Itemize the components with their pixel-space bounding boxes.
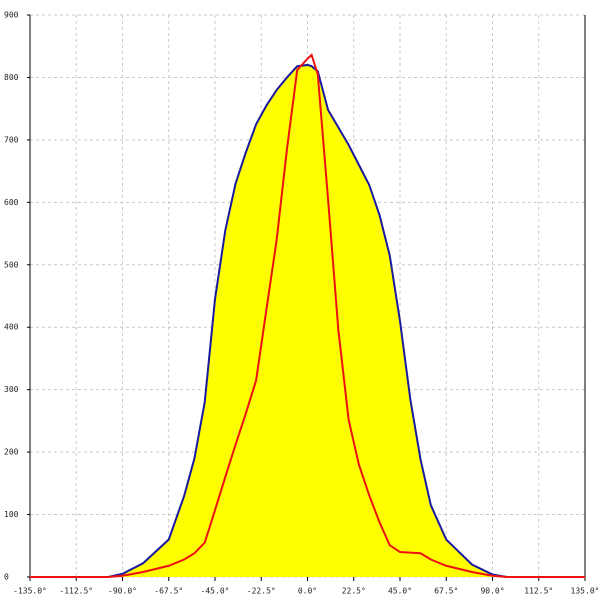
x-tick-label: -45.0°	[201, 587, 230, 596]
x-tick-label: 0.0°	[298, 587, 317, 596]
y-tick-label: 900	[4, 11, 19, 20]
y-tick-label: 700	[4, 135, 19, 144]
x-tick-label: 45.0°	[388, 587, 412, 596]
y-tick-label: 500	[4, 260, 19, 269]
x-tick-label: 135.0°	[571, 587, 600, 596]
series-line	[107, 63, 508, 578]
x-tick-label: -90.0°	[108, 587, 137, 596]
y-tick-label: 0	[4, 573, 9, 582]
x-tick-label: 90.0°	[480, 587, 504, 596]
series-line	[30, 53, 585, 578]
x-tick-label: -22.5°	[247, 587, 276, 596]
x-tick-label: -135.0°	[13, 587, 47, 596]
x-tick-label: 67.5°	[434, 587, 458, 596]
x-tick-label: -67.5°	[154, 587, 183, 596]
y-tick-label: 100	[4, 510, 19, 519]
area-fill	[108, 64, 507, 577]
y-tick-label: 400	[4, 323, 19, 332]
y-tick-label: 300	[4, 385, 19, 394]
x-tick-label: 22.5°	[342, 587, 366, 596]
y-tick-label: 200	[4, 448, 19, 457]
y-tick-label: 800	[4, 73, 19, 82]
y-tick-label: 600	[4, 198, 19, 207]
x-tick-label: -112.5°	[59, 587, 93, 596]
x-tick-label: 112.5°	[524, 587, 553, 596]
